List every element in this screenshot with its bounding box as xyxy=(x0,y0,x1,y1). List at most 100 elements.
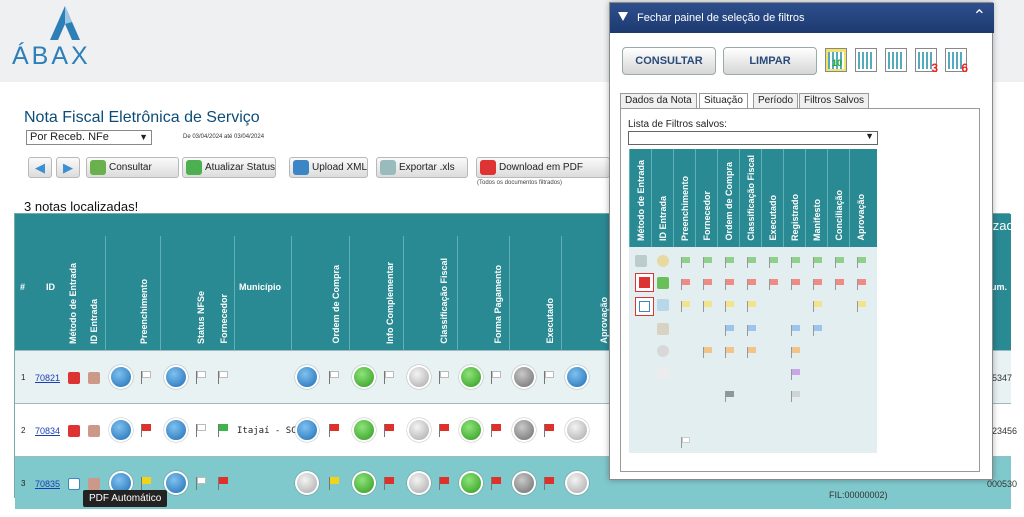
col-metodo[interactable]: Método de Entrada xyxy=(63,236,83,350)
classificacao-icon[interactable] xyxy=(407,418,431,442)
flag-orange[interactable] xyxy=(725,347,735,358)
flag-yellow[interactable] xyxy=(813,301,823,312)
saved-filters-select[interactable]: ▼ xyxy=(628,131,878,145)
status-nfse-icon[interactable] xyxy=(164,365,188,389)
col-aprovacao[interactable]: Aprovação xyxy=(561,236,611,350)
flag-blue[interactable] xyxy=(747,325,757,336)
row-id-link[interactable]: 70821 xyxy=(35,373,61,383)
flag-red[interactable] xyxy=(857,279,867,290)
flag-blue[interactable] xyxy=(791,325,801,336)
pdf-filter-icon[interactable] xyxy=(635,273,654,292)
clock-icon[interactable] xyxy=(657,345,669,357)
pdf-auto-filter-icon[interactable] xyxy=(635,297,654,316)
gavel-icon[interactable] xyxy=(512,365,536,389)
dollar-icon[interactable] xyxy=(459,471,483,495)
tab-periodo[interactable]: Período xyxy=(753,93,799,108)
flag-red[interactable] xyxy=(747,279,757,290)
upload-xml-button[interactable]: Upload XML xyxy=(289,157,368,178)
ordem-compra-icon[interactable] xyxy=(295,365,319,389)
calendar-6-months-icon[interactable]: 6 xyxy=(945,48,968,75)
exportar-xls-button[interactable]: Exportar .xls xyxy=(376,157,468,178)
receb-select[interactable]: Por Receb. NFe ▼ xyxy=(26,130,152,145)
add-info-icon[interactable] xyxy=(352,365,376,389)
close-filter-panel-bar[interactable]: Fechar painel de seleção de filtros ⌃ xyxy=(610,3,994,33)
flag-dark[interactable] xyxy=(725,391,735,402)
printer-icon[interactable] xyxy=(635,255,647,267)
classificacao-icon[interactable] xyxy=(407,365,431,389)
flag-orange[interactable] xyxy=(703,347,713,358)
coin-icon[interactable] xyxy=(657,255,669,267)
preenchimento-icon[interactable] xyxy=(109,418,133,442)
inbox-icon[interactable] xyxy=(88,425,100,437)
chevron-up-icon[interactable]: ⌃ xyxy=(972,8,986,25)
col-classificacao[interactable]: Classificação Fiscal xyxy=(403,236,457,350)
flag-blue[interactable] xyxy=(725,325,735,336)
flag-red[interactable] xyxy=(769,279,779,290)
row-id-link[interactable]: 70835 xyxy=(35,479,61,489)
pdf-icon[interactable] xyxy=(68,372,80,384)
calendar-week-icon[interactable] xyxy=(855,48,877,72)
col-executado[interactable]: Executado xyxy=(509,236,561,350)
inbox-icon[interactable] xyxy=(88,478,100,490)
limpar-button[interactable]: LIMPAR xyxy=(723,47,817,75)
inbox-icon[interactable] xyxy=(88,372,100,384)
aprovacao-icon[interactable] xyxy=(565,418,589,442)
col-id-entrada[interactable]: ID Entrada xyxy=(83,236,105,350)
col-status[interactable]: Status NFSe xyxy=(160,236,210,350)
calendar-3-months-icon[interactable]: 3 xyxy=(915,48,938,75)
col-municipio[interactable]: Município xyxy=(234,236,291,350)
flag-green[interactable] xyxy=(813,257,823,268)
add-info-icon[interactable] xyxy=(352,471,376,495)
flag-red[interactable] xyxy=(725,279,735,290)
classificacao-icon[interactable] xyxy=(407,471,431,495)
prev-button[interactable]: ◀ xyxy=(28,157,52,178)
tab-filtros-salvos[interactable]: Filtros Salvos xyxy=(799,93,870,108)
flag-green[interactable] xyxy=(747,257,757,268)
flag-orange[interactable] xyxy=(747,347,757,358)
sync-icon[interactable] xyxy=(657,299,669,311)
flag-red[interactable] xyxy=(703,279,713,290)
aprovacao-icon[interactable] xyxy=(565,365,589,389)
document-icon[interactable] xyxy=(657,367,669,379)
flag-purple[interactable] xyxy=(791,369,801,380)
atualizar-status-button[interactable]: Atualizar Status xyxy=(182,157,276,178)
gavel-icon[interactable] xyxy=(512,471,536,495)
flag-yellow[interactable] xyxy=(703,301,713,312)
download-icon[interactable] xyxy=(657,277,669,289)
flag-gray[interactable] xyxy=(791,391,801,402)
gavel-icon[interactable] xyxy=(512,418,536,442)
tab-dados-da-nota[interactable]: Dados da Nota xyxy=(620,93,697,108)
status-nfse-icon[interactable] xyxy=(164,418,188,442)
flag-blue[interactable] xyxy=(813,325,823,336)
inbox-icon[interactable] xyxy=(657,323,669,335)
consultar-button[interactable]: Consultar xyxy=(86,157,179,178)
col-info[interactable]: Info Complementar xyxy=(349,236,403,350)
download-pdf-button[interactable]: Download em PDF xyxy=(476,157,610,178)
add-info-icon[interactable] xyxy=(352,418,376,442)
flag-green[interactable] xyxy=(769,257,779,268)
flag-green[interactable] xyxy=(703,257,713,268)
next-button[interactable]: ▶ xyxy=(56,157,80,178)
flag-red[interactable] xyxy=(681,279,691,290)
dollar-icon[interactable] xyxy=(459,365,483,389)
flag-yellow[interactable] xyxy=(747,301,757,312)
flag-orange[interactable] xyxy=(791,347,801,358)
row-id-link[interactable]: 70834 xyxy=(35,426,61,436)
flag-yellow[interactable] xyxy=(681,301,691,312)
calendar-today-icon[interactable]: 10 xyxy=(825,48,847,72)
col-forma-pagamento[interactable]: Forma Pagamento xyxy=(457,236,509,350)
flag-red[interactable] xyxy=(813,279,823,290)
flag-green[interactable] xyxy=(835,257,845,268)
col-fornecedor[interactable]: Fornecedor xyxy=(210,236,234,350)
ordem-compra-icon[interactable] xyxy=(295,418,319,442)
flag-yellow[interactable] xyxy=(725,301,735,312)
flag-red[interactable] xyxy=(835,279,845,290)
flag-green[interactable] xyxy=(681,257,691,268)
pdf-icon[interactable] xyxy=(68,425,80,437)
flag-yellow[interactable] xyxy=(857,301,867,312)
col-preenchimento[interactable]: Preenchimento xyxy=(105,236,160,350)
calendar-month-icon[interactable] xyxy=(885,48,907,72)
flag-green[interactable] xyxy=(791,257,801,268)
pdf-auto-icon[interactable] xyxy=(68,478,80,490)
ordem-compra-icon[interactable] xyxy=(295,471,319,495)
